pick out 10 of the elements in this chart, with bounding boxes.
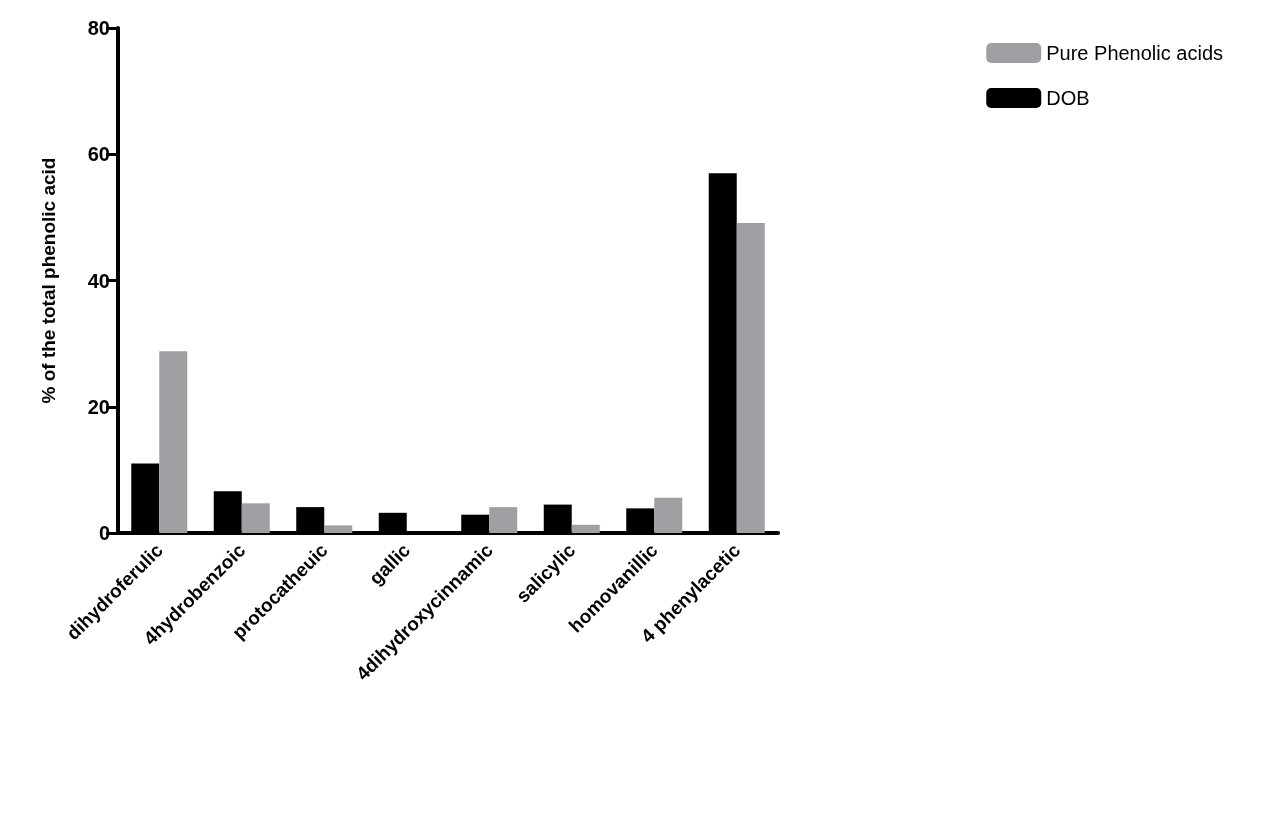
legend-label: DOB — [1046, 87, 1090, 109]
y-axis-title: % of the total phenolic acid — [38, 157, 59, 404]
bar — [736, 223, 765, 533]
bar — [571, 524, 600, 533]
bar — [241, 503, 270, 533]
bar — [159, 351, 188, 533]
bar — [324, 525, 353, 533]
legend-label: Pure Phenolic acids — [1046, 42, 1224, 64]
bar — [489, 507, 518, 533]
bar — [654, 497, 683, 533]
